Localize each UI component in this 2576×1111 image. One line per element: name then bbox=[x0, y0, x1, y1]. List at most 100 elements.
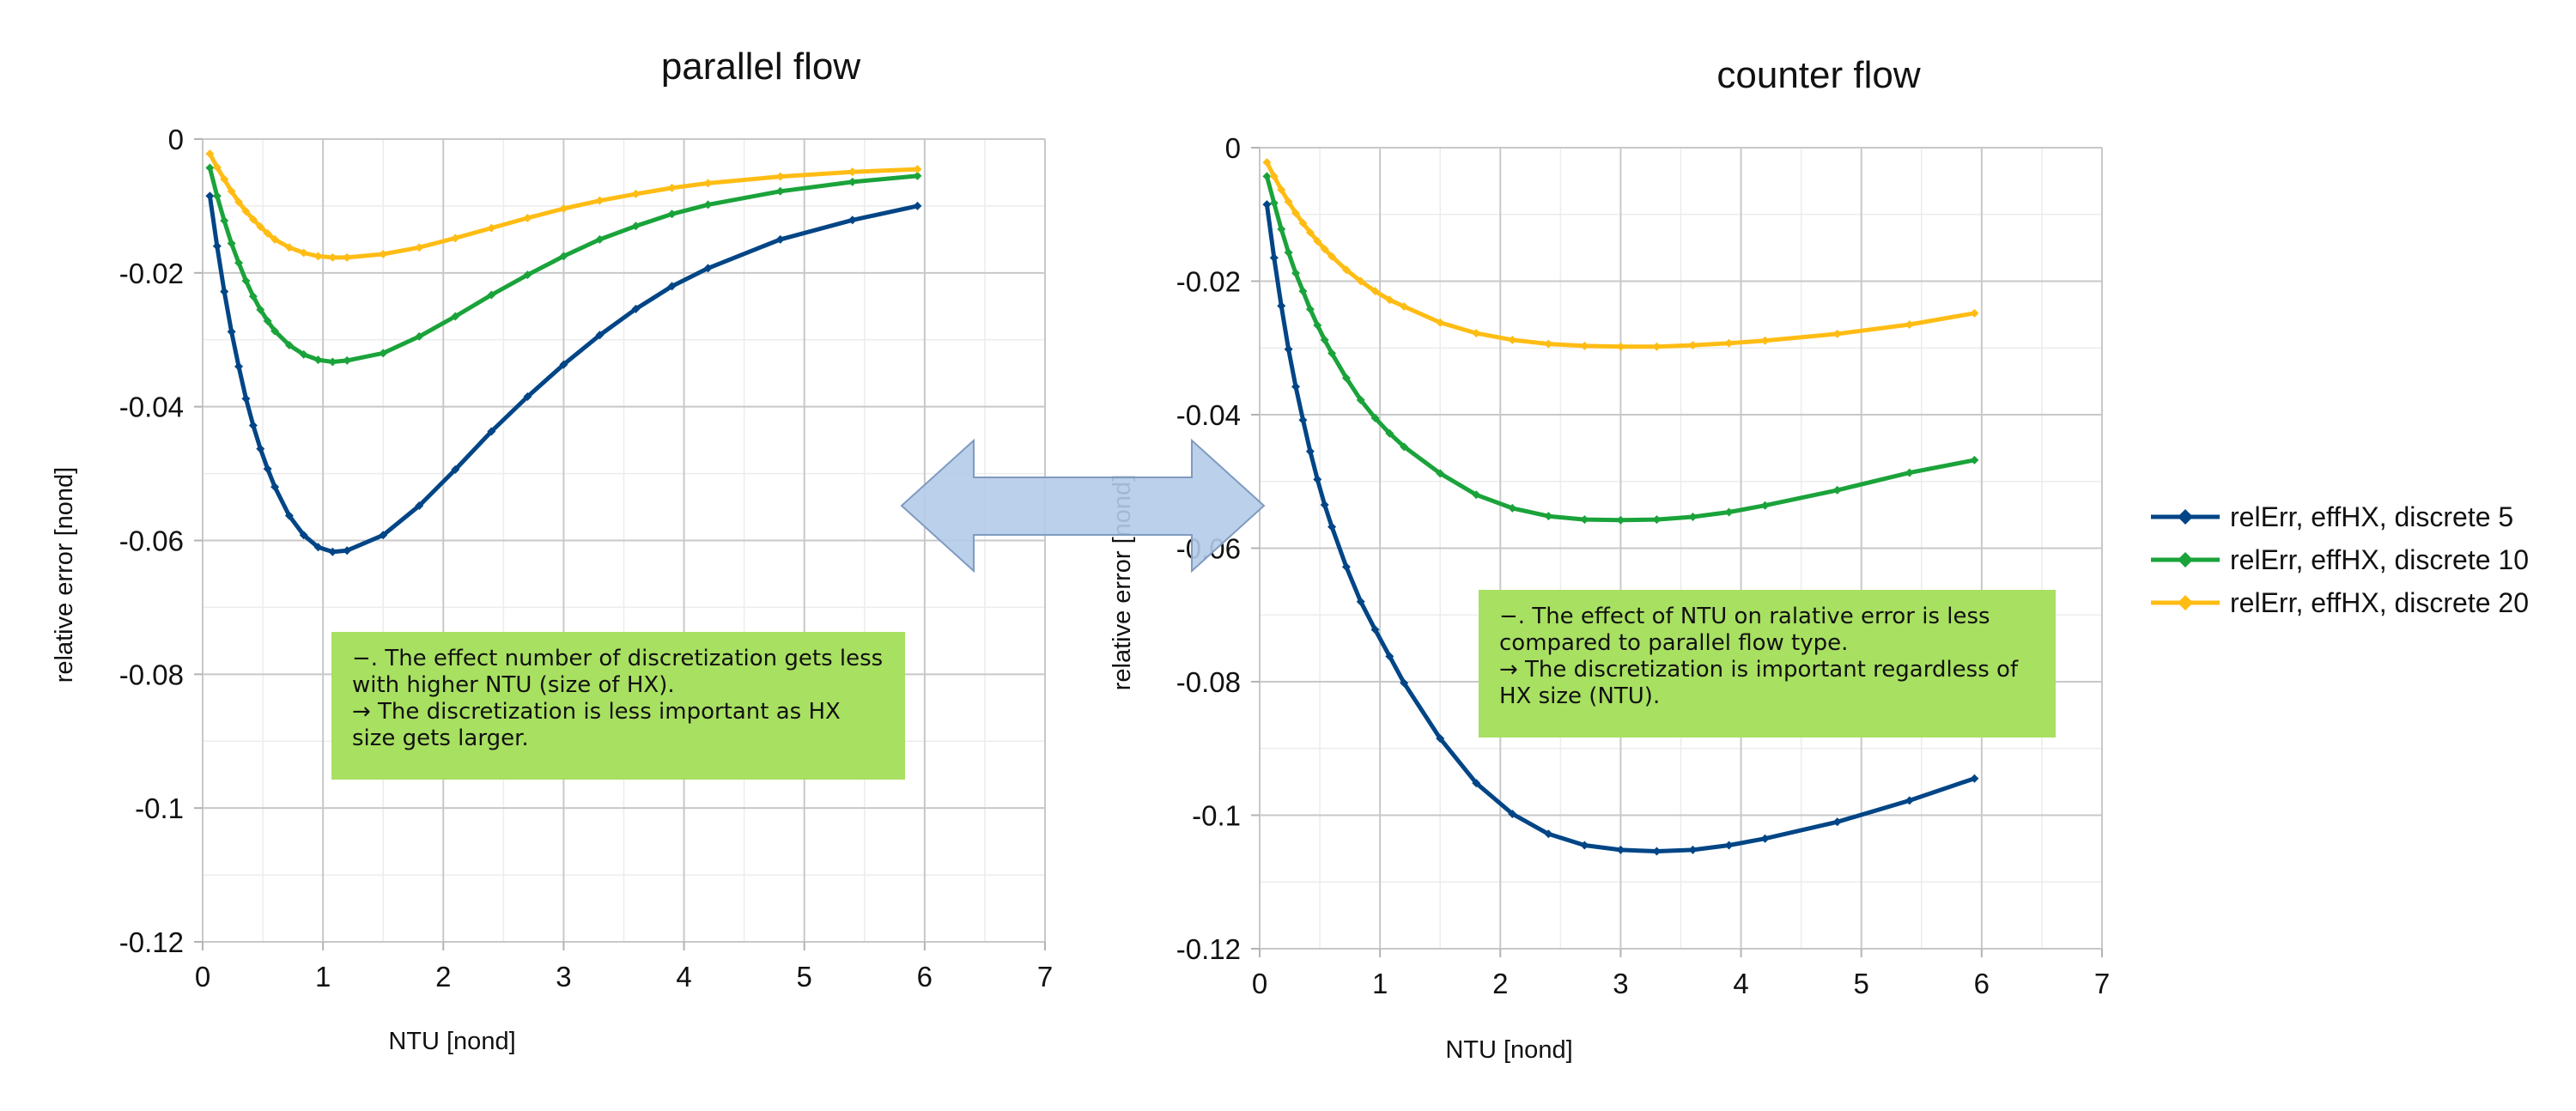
series-line bbox=[1264, 175, 1975, 523]
y-tick-label: -0.02 bbox=[1176, 266, 1241, 298]
data-point bbox=[313, 355, 323, 365]
x-tick-label: 2 bbox=[435, 961, 451, 993]
data-point bbox=[1724, 338, 1734, 348]
data-point bbox=[1262, 200, 1272, 209]
data-point bbox=[1262, 172, 1272, 181]
data-point bbox=[1472, 490, 1481, 500]
data-point bbox=[313, 543, 323, 552]
data-point bbox=[1760, 336, 1770, 345]
data-point bbox=[343, 355, 352, 365]
data-point bbox=[284, 243, 294, 252]
data-point bbox=[234, 197, 244, 207]
data-point bbox=[848, 167, 857, 177]
data-point bbox=[227, 239, 236, 248]
data-point bbox=[1580, 841, 1589, 850]
y-tick-label: -0.12 bbox=[1176, 933, 1241, 965]
x-tick-label: 6 bbox=[917, 961, 933, 993]
legend-marker bbox=[2178, 552, 2193, 568]
data-point bbox=[256, 222, 265, 232]
data-point bbox=[1724, 841, 1734, 850]
data-point bbox=[1370, 413, 1380, 422]
y-tick-label: -0.12 bbox=[119, 926, 184, 958]
data-point bbox=[284, 340, 294, 349]
data-point bbox=[343, 252, 352, 262]
x-axis-label: NTU [nond] bbox=[1445, 1036, 1572, 1064]
data-point bbox=[1341, 265, 1351, 275]
data-point bbox=[631, 222, 641, 231]
data-point bbox=[451, 312, 460, 321]
data-point bbox=[523, 270, 532, 280]
data-point bbox=[1436, 734, 1445, 744]
data-point bbox=[1905, 796, 1914, 805]
data-point bbox=[1472, 779, 1481, 788]
data-point bbox=[1508, 335, 1517, 344]
chart-title: parallel flow bbox=[661, 46, 861, 88]
data-point bbox=[256, 444, 265, 453]
data-point bbox=[415, 501, 424, 510]
x-tick-label: 1 bbox=[315, 961, 331, 993]
data-point bbox=[848, 177, 857, 186]
series-1 bbox=[205, 191, 922, 556]
data-point bbox=[775, 186, 785, 196]
data-point bbox=[205, 191, 215, 201]
data-point bbox=[1341, 373, 1351, 383]
data-point bbox=[1970, 308, 1979, 318]
data-point bbox=[1284, 248, 1293, 258]
y-tick-label: 0 bbox=[1225, 132, 1241, 164]
data-point bbox=[205, 163, 215, 173]
data-point bbox=[1652, 342, 1662, 351]
major-gridlines bbox=[1259, 147, 2103, 950]
data-point bbox=[1436, 469, 1445, 478]
data-point bbox=[703, 264, 713, 273]
data-point bbox=[1385, 652, 1394, 661]
data-point bbox=[1370, 287, 1380, 296]
double-arrow bbox=[900, 438, 1266, 574]
series-line bbox=[1264, 203, 1976, 853]
data-point bbox=[212, 241, 222, 251]
data-point bbox=[559, 204, 568, 214]
legend-item: relErr, effHX, discrete 5 bbox=[2151, 501, 2513, 532]
data-point bbox=[1291, 382, 1301, 392]
data-point bbox=[328, 357, 337, 367]
data-point bbox=[1400, 678, 1409, 688]
x-tick-label: 0 bbox=[1252, 968, 1267, 999]
data-point bbox=[415, 331, 424, 341]
x-tick-label: 4 bbox=[1733, 968, 1748, 999]
data-point bbox=[248, 421, 258, 430]
data-point bbox=[212, 162, 222, 172]
data-point bbox=[415, 243, 424, 252]
data-point bbox=[234, 361, 244, 371]
parallel-flow-chart: 0 1 2 3 4 5 6 7 0 -0.02 -0.04 -0.06 -0.08 -0.1 -0.12 pa… bbox=[51, 46, 1053, 1055]
data-point bbox=[248, 215, 258, 224]
data-point bbox=[595, 331, 605, 340]
data-point bbox=[328, 547, 337, 556]
data-point bbox=[451, 234, 460, 243]
y-tick-label: -0.04 bbox=[119, 392, 184, 423]
data-point bbox=[241, 394, 251, 404]
data-point bbox=[913, 201, 922, 210]
data-point bbox=[1269, 253, 1279, 263]
data-point bbox=[263, 464, 272, 474]
x-tick-label: 5 bbox=[1854, 968, 1869, 999]
data-point bbox=[1616, 342, 1625, 351]
data-point bbox=[256, 305, 265, 314]
data-point bbox=[595, 196, 605, 205]
data-point bbox=[241, 276, 251, 286]
data-point bbox=[1298, 218, 1308, 228]
data-point bbox=[1269, 172, 1279, 181]
data-point bbox=[1298, 287, 1308, 296]
data-point bbox=[1616, 845, 1625, 854]
series-3 bbox=[205, 149, 922, 262]
data-point bbox=[913, 165, 922, 174]
data-point bbox=[1370, 625, 1380, 634]
data-point bbox=[1688, 341, 1698, 350]
data-point bbox=[270, 234, 280, 244]
data-point bbox=[1284, 197, 1293, 206]
data-point bbox=[775, 234, 785, 244]
data-point bbox=[667, 282, 677, 291]
data-point bbox=[1341, 562, 1351, 572]
data-point bbox=[1832, 485, 1842, 495]
data-point bbox=[263, 228, 272, 238]
data-point bbox=[523, 392, 532, 401]
